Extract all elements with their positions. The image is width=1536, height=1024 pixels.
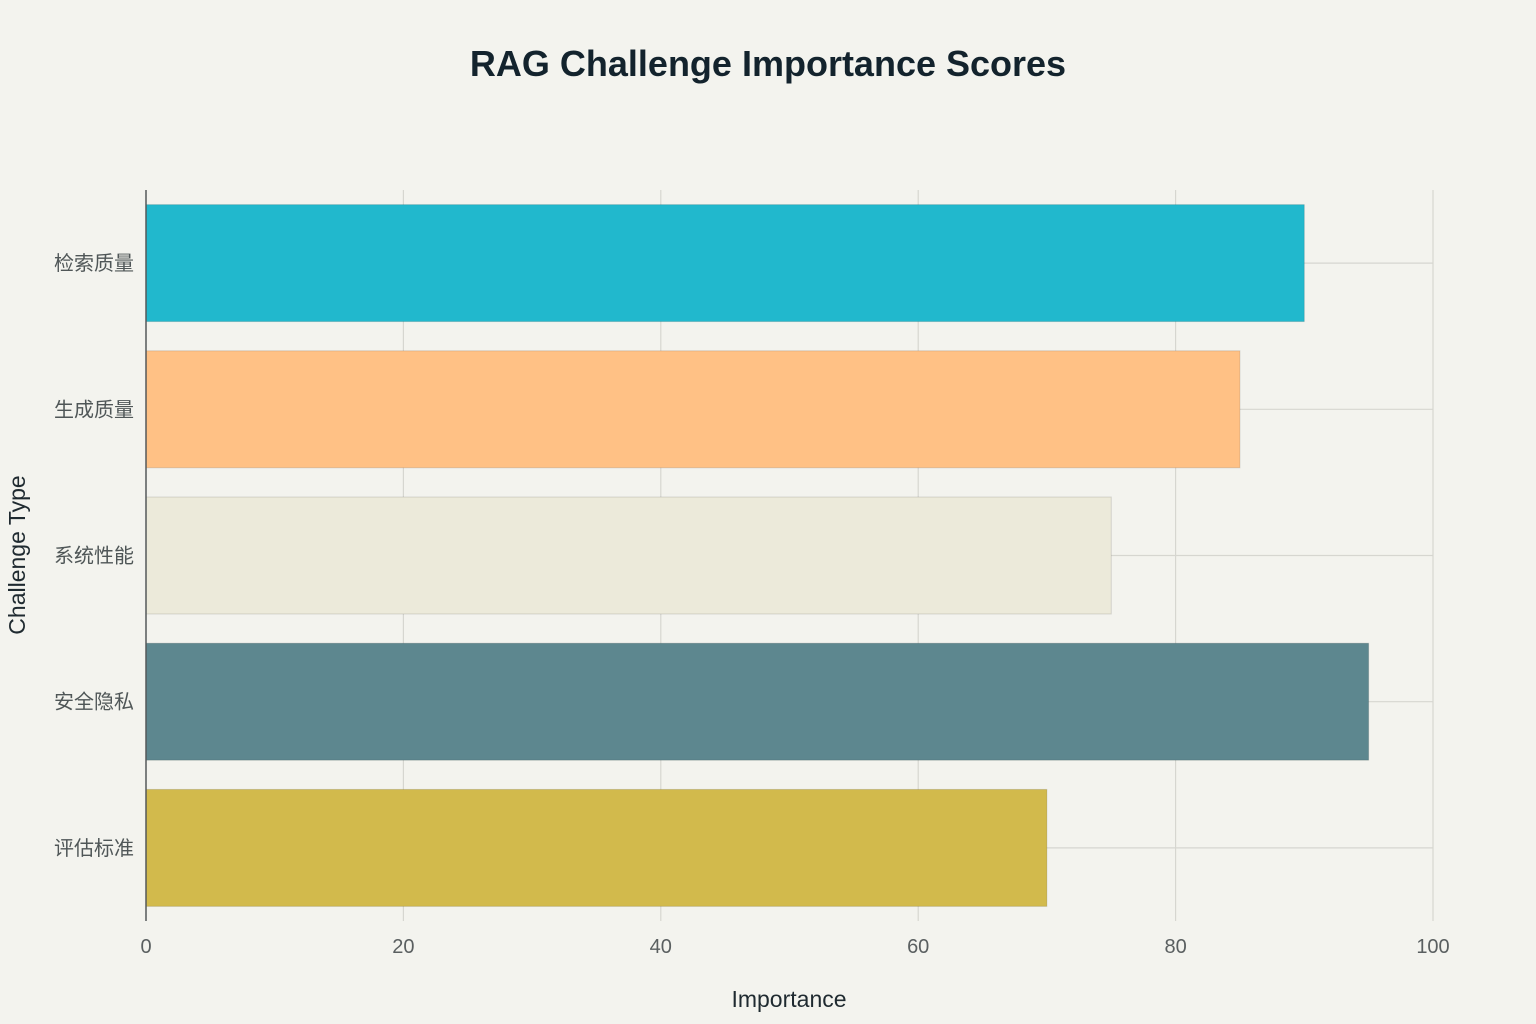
x-tick-label: 40 [650,936,672,958]
chart-title: RAG Challenge Importance Scores [470,43,1066,84]
y-axis-title: Challenge Type [4,475,30,634]
bar [145,204,1305,323]
y-tick-label: 系统性能 [54,544,134,568]
y-tick-label: 检索质量 [54,251,134,275]
x-tick-label: 60 [907,936,929,958]
bar [145,642,1370,761]
x-tick-label: 20 [392,936,414,958]
x-tick-label: 80 [1164,936,1186,958]
x-tick-label: 100 [1416,936,1449,958]
x-tick-labels: 0 20 40 60 80 100 [140,936,1449,958]
x-tick-label: 0 [140,936,151,958]
bar [145,788,1048,907]
y-tick-label: 生成质量 [54,397,134,421]
bar [145,350,1241,469]
bars [145,204,1370,907]
y-tick-label: 安全隐私 [54,690,134,714]
y-tick-label: 评估标准 [54,836,134,860]
x-axis-title: Importance [731,986,846,1012]
bar [145,496,1112,615]
